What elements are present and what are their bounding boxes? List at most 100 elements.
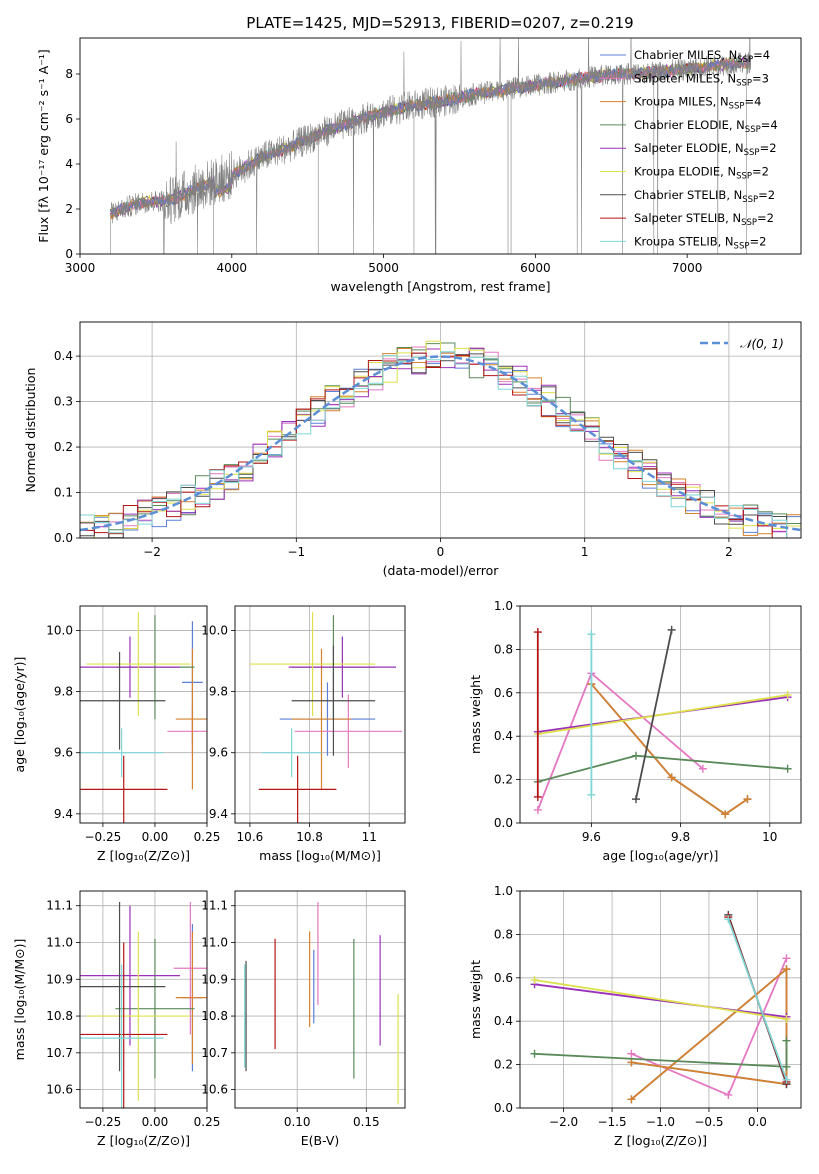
weight-point-marker — [530, 975, 539, 984]
figure-title: PLATE=1425, MJD=52913, FIBERID=0207, z=0… — [246, 14, 633, 32]
age_vs_mass-frame — [234, 605, 406, 824]
x-tick-label: 3000 — [65, 261, 96, 275]
y-tick-label: 0.0 — [494, 816, 513, 830]
x-tick-label: 0.15 — [353, 1115, 380, 1129]
age_vs_Z-axes: −0.25 0.00 0.25 9.4 9.6 9.8 10.0 Z [log₁₀(Z/Z⊙)… — [12, 605, 221, 863]
error-bar-marker — [80, 902, 166, 1072]
y-tick-label: 10.0 — [201, 623, 228, 637]
error-bar-marker — [291, 645, 376, 756]
error-bar-marker — [80, 942, 168, 1108]
weight_vs_Z-axes: −2.0 −1.5 −1.0 −0.5 0.0 0.0 0.2 0.4 0.6 0.8 1.0 Z [… — [468, 884, 802, 1148]
spectrum-plot-area — [110, 38, 752, 254]
y-tick-label: 10.9 — [46, 972, 73, 986]
y-tick-label: 9.4 — [209, 807, 228, 821]
histogram-step — [80, 351, 801, 538]
age_vs_Z-frame — [79, 605, 208, 824]
error-bar-marker — [258, 755, 337, 823]
weight-point-marker — [782, 965, 791, 974]
legend-entry: Kroupa ELODIE, NSSP=2 — [634, 165, 769, 182]
legend-entry: Kroupa MILES, NSSP=4 — [634, 95, 761, 112]
residual-legend: 𝒩(0, 1) — [700, 337, 784, 351]
y-tick-label: 0 — [65, 247, 73, 261]
weight-line — [727, 918, 788, 1081]
y-tick-label: 0.2 — [54, 440, 73, 454]
y-tick-label: 11.0 — [46, 935, 73, 949]
y-tick-label: 10.6 — [46, 1083, 73, 1097]
weight-point-marker — [783, 690, 792, 699]
y-tick-label: 11.0 — [201, 935, 228, 949]
weight-point-marker — [530, 1049, 539, 1058]
spectrum-axes: 3000 4000 5000 6000 7000 0 2 4 6 8 wavelength [Ang… — [36, 37, 802, 294]
error-bar-marker — [80, 728, 164, 778]
x-tick-label: 10 — [762, 830, 777, 844]
mass_vs_Z-frame — [79, 890, 208, 1109]
weight-point-marker — [698, 764, 707, 773]
y-tick-label: 10.6 — [201, 1083, 228, 1097]
x-tick-label: 4000 — [217, 261, 248, 275]
y-tick-label: 10.0 — [46, 623, 73, 637]
error-bar-marker — [80, 636, 180, 698]
weight-point-marker — [724, 1090, 733, 1099]
residuals-plot-area — [80, 340, 801, 538]
mass_vs_ebv-axes: 0.10 0.15 10.6 10.7 10.8 10.9 11.0 11.1 E(B-V) — [201, 890, 406, 1148]
y-tick-label: 0.8 — [494, 927, 513, 941]
x-tick-label: −2.0 — [549, 1115, 578, 1129]
y-tick-label: 11.1 — [201, 899, 228, 913]
error-bar-marker — [86, 612, 191, 717]
y-tick-label: 9.8 — [54, 685, 73, 699]
error-bar-marker — [288, 636, 397, 698]
y-tick-label: 11.1 — [46, 899, 73, 913]
x-axis-label: Z [log₁₀(Z/Z⊙)] — [614, 1133, 707, 1148]
legend-entry: Salpeter MILES, NSSP=3 — [634, 71, 769, 88]
legend-entry: 𝒩(0, 1) — [740, 337, 784, 351]
x-tick-label: 0.25 — [194, 830, 221, 844]
error-bar-marker — [80, 651, 166, 750]
mass_vs_Z-plot-area — [80, 902, 207, 1108]
y-tick-label: 9.6 — [209, 746, 228, 760]
y-tick-label: 0.6 — [494, 686, 513, 700]
x-tick-label: 11 — [362, 830, 377, 844]
weight-point-marker — [627, 1095, 636, 1104]
weight_vs_age-frame — [519, 605, 802, 824]
residuals-axes: −2 −1 0 1 2 0.0 0.1 0.2 0.3 0.4 (data-model)/error… — [23, 321, 802, 578]
age_vs_mass-plot-area — [249, 612, 403, 823]
x-axis-label: (data-model)/error — [383, 563, 500, 578]
weight-line — [590, 683, 749, 816]
y-tick-label: 10.8 — [46, 1009, 73, 1023]
error-bar-marker — [173, 902, 207, 1035]
legend-entry: Chabrier ELODIE, NSSP=4 — [634, 118, 778, 135]
y-tick-label: 0.3 — [54, 395, 73, 409]
weight-line — [534, 983, 787, 1018]
weight-point-marker — [782, 1062, 791, 1071]
x-tick-label: 5000 — [368, 261, 399, 275]
x-tick-label: 0.0 — [748, 1115, 767, 1129]
spectrum-legend: Chabrier MILES, NSSP=4 Salpeter MILES, NS… — [600, 48, 778, 251]
error-bar-marker — [80, 905, 180, 1046]
y-axis-label: age [log₁₀(age/yr)] — [12, 657, 27, 773]
x-tick-label: −0.25 — [85, 1115, 122, 1129]
error-bar-marker — [86, 931, 191, 1101]
y-tick-label: 9.6 — [54, 746, 73, 760]
x-tick-label: 0 — [437, 545, 445, 559]
weight-point-marker — [587, 630, 596, 639]
weight-point-marker — [627, 1058, 636, 1067]
weight-line — [590, 683, 749, 816]
weight-point-marker — [533, 805, 542, 814]
weight-line — [537, 694, 788, 735]
error-bar-marker — [249, 612, 376, 717]
weight-line — [537, 754, 788, 783]
weight-point-marker — [667, 773, 676, 782]
y-axis-label: Normed distribution — [23, 368, 38, 493]
weight-point-marker — [667, 625, 676, 634]
weight-line — [534, 979, 787, 1020]
x-tick-label: 6000 — [520, 261, 551, 275]
weight-line — [635, 629, 673, 800]
weight-point-marker — [782, 1075, 791, 1084]
x-tick-label: −2 — [143, 545, 161, 559]
y-tick-label: 10.8 — [201, 1009, 228, 1023]
error-bar-marker — [175, 931, 207, 1064]
y-axis-label: mass weight — [468, 960, 483, 1039]
normal-curve — [80, 355, 801, 532]
x-tick-label: 1 — [581, 545, 589, 559]
